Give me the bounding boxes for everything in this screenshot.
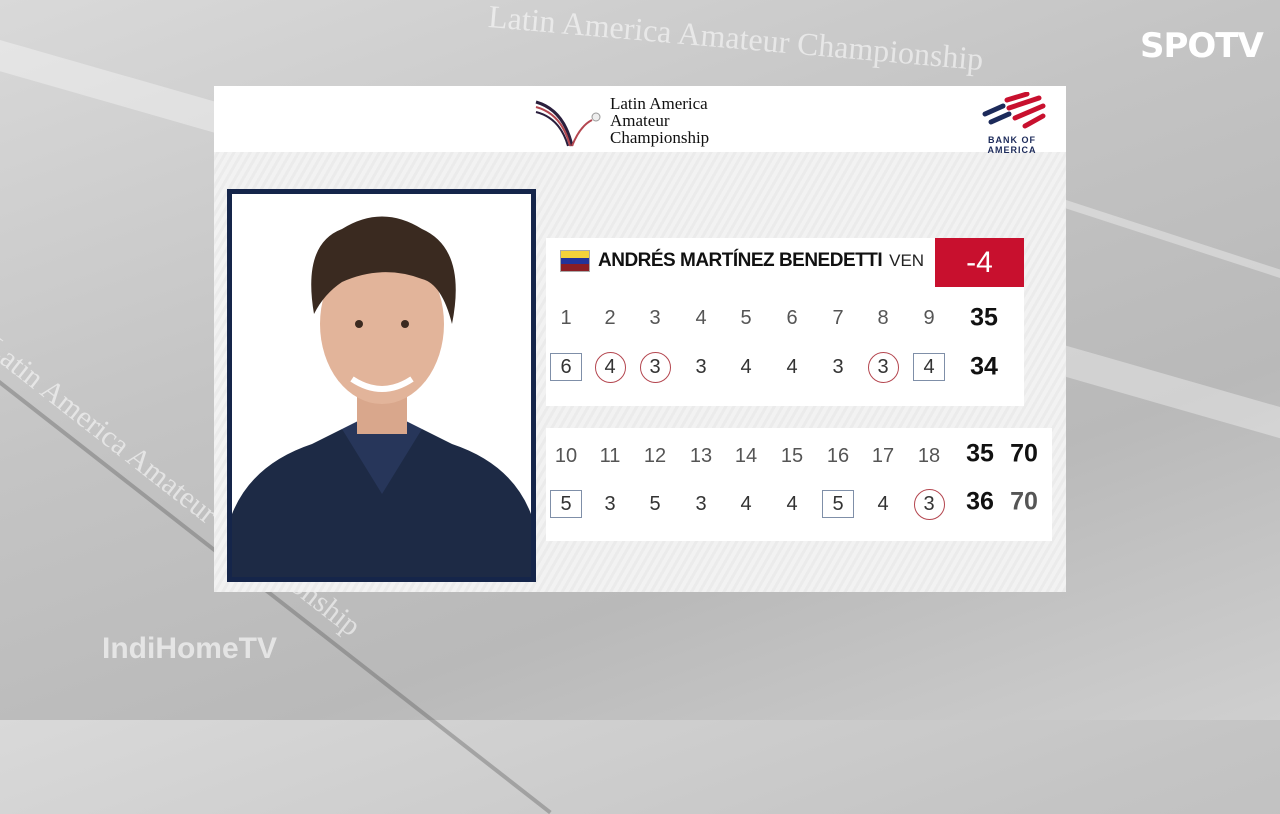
hole-number: 9 (923, 306, 935, 329)
to-par-score: -4 (935, 238, 1024, 287)
watermark-logo: IndiHomeTV (102, 632, 278, 665)
hole-number: 13 (689, 444, 713, 467)
event-name-line: Latin America (610, 93, 708, 113)
hole-number: 2 (604, 306, 616, 329)
course-par: 70 (1010, 439, 1038, 468)
hole-score: 4 (786, 492, 798, 515)
hole-score-birdie: 3 (867, 351, 899, 383)
hole-score: 4 (740, 492, 752, 515)
bank-flag-icon (982, 91, 1046, 129)
hole-score-birdie: 3 (913, 488, 945, 520)
event-name-line: Championship (610, 127, 710, 147)
hole-number: 10 (554, 444, 578, 467)
hole-score: 3 (604, 492, 616, 515)
hole-number: 4 (695, 306, 707, 329)
back-score-total: 36 (966, 487, 994, 516)
hole-score: 3 (695, 355, 707, 378)
back-nine-card: 10 5 11 3 12 5 13 3 14 4 15 4 16 5 17 4 18 3 35 70 36 70 (546, 428, 1052, 541)
player-country: VEN (889, 251, 925, 270)
hole-score-birdie: 4 (594, 351, 626, 383)
round-total: 70 (1010, 487, 1038, 516)
hole-number: 7 (832, 306, 844, 329)
front-par-total: 35 (970, 303, 998, 332)
bg-text: Latin America Amateur Championship (486, 0, 985, 78)
hole-number: 18 (917, 444, 941, 467)
player-name: ANDRÉS MARTÍNEZ BENEDETTI (598, 250, 883, 271)
header: Latin America Amateur Championship BANK … (214, 86, 1066, 155)
venezuela-flag-icon (560, 250, 590, 272)
hole-score: 3 (832, 355, 844, 378)
hole-number: 11 (599, 444, 621, 467)
broadcaster-logo: SPOTV (1140, 26, 1264, 66)
hole-number: 15 (780, 444, 804, 467)
hole-number: 3 (649, 306, 661, 329)
hole-score-birdie: 3 (639, 351, 671, 383)
hole-number: 17 (871, 444, 895, 467)
hole-score-bogey: 5 (822, 490, 854, 518)
hole-score: 4 (877, 492, 889, 515)
player-photo (227, 189, 536, 582)
scorecard-panel: Latin America Amateur Championship BANK … (214, 86, 1066, 592)
hole-score-bogey: 6 (550, 353, 582, 381)
sponsor-name: BANK OF AMERICA (987, 135, 1037, 155)
hole-number: 8 (877, 306, 889, 329)
hole-score: 3 (695, 492, 707, 515)
hole-score: 4 (786, 355, 798, 378)
event-swoosh-icon (535, 100, 601, 147)
hole-score: 5 (649, 492, 661, 515)
back-par-total: 35 (966, 439, 994, 468)
hole-score-bogey: 5 (550, 490, 582, 518)
hole-number: 1 (560, 306, 572, 329)
hole-score: 4 (740, 355, 752, 378)
hole-number: 14 (734, 444, 758, 467)
bg-stripe (1063, 200, 1280, 301)
hole-number: 12 (643, 444, 667, 467)
hole-number: 16 (826, 444, 850, 467)
sponsor-logo: BANK OF AMERICA (962, 91, 1062, 155)
front-score-total: 34 (970, 352, 998, 381)
player-name-row: ANDRÉS MARTÍNEZ BENEDETTI VEN (560, 250, 924, 272)
event-logo: Latin America Amateur Championship (534, 92, 709, 148)
hole-number: 5 (740, 306, 752, 329)
hole-number: 6 (786, 306, 798, 329)
event-name-line: Amateur (610, 110, 670, 130)
hole-score-bogey: 4 (913, 353, 945, 381)
